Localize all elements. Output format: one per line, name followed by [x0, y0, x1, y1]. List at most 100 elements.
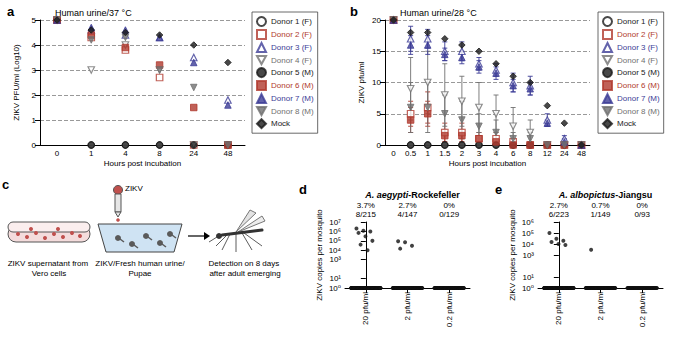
svg-text:Donor 1 (F): Donor 1 (F)	[617, 17, 658, 26]
svg-text:10⁴: 10⁴	[329, 246, 342, 255]
svg-text:Donor 5 (M): Donor 5 (M)	[617, 68, 660, 77]
svg-text:Vero cells: Vero cells	[32, 269, 67, 278]
svg-text:2: 2	[32, 91, 37, 100]
svg-text:12: 12	[543, 149, 552, 158]
svg-text:48: 48	[223, 149, 232, 158]
svg-text:1.5: 1.5	[439, 149, 451, 158]
svg-text:1: 1	[32, 116, 37, 125]
svg-text:10⁶: 10⁶	[522, 218, 534, 227]
svg-text:ZIKV/Fresh human urine/: ZIKV/Fresh human urine/	[95, 259, 185, 268]
svg-text:3: 3	[477, 149, 482, 158]
svg-text:after adult emerging: after adult emerging	[209, 269, 280, 278]
svg-text:0: 0	[377, 141, 382, 150]
svg-text:0: 0	[32, 141, 37, 150]
svg-text:ZIKV copies per mosquito: ZIKV copies per mosquito	[315, 209, 324, 301]
svg-text:2.7%: 2.7%	[550, 201, 568, 210]
svg-text:-Jiangsu: -Jiangsu	[615, 190, 652, 200]
svg-text:b: b	[350, 4, 358, 19]
svg-text:0/129: 0/129	[439, 210, 460, 219]
svg-text:0/93: 0/93	[634, 210, 650, 219]
svg-text:Donor 4 (F): Donor 4 (F)	[617, 56, 658, 65]
svg-text:a: a	[7, 4, 15, 19]
svg-text:3.7%: 3.7%	[357, 201, 375, 210]
svg-text:20 pfu/ml: 20 pfu/ml	[554, 292, 563, 325]
svg-text:A. aegypti: A. aegypti	[364, 190, 409, 200]
svg-text:Detection on 8 days: Detection on 8 days	[209, 259, 282, 268]
svg-text:Donor 8 (M): Donor 8 (M)	[617, 107, 660, 116]
svg-text:6: 6	[511, 149, 516, 158]
svg-text:ZIKV PFU/ml (Log10): ZIKV PFU/ml (Log10)	[12, 44, 21, 121]
svg-text:Donor 7 (M): Donor 7 (M)	[617, 94, 660, 103]
svg-text:ZIKV copies per mosquito: ZIKV copies per mosquito	[508, 209, 517, 301]
svg-text:3: 3	[32, 66, 37, 75]
svg-text:-Rockefeller: -Rockefeller	[408, 190, 460, 200]
svg-text:10⁵: 10⁵	[329, 236, 341, 245]
svg-text:Hours post incubation: Hours post incubation	[449, 159, 526, 168]
svg-text:A. albopictus: A. albopictus	[558, 190, 616, 200]
svg-text:e: e	[495, 182, 502, 197]
svg-text:10⁷: 10⁷	[329, 218, 341, 227]
svg-text:Donor 6 (M): Donor 6 (M)	[617, 81, 660, 90]
svg-text:Donor 3 (F): Donor 3 (F)	[271, 43, 312, 52]
svg-text:10¹: 10¹	[329, 274, 341, 283]
svg-text:4: 4	[494, 149, 499, 158]
svg-text:0: 0	[55, 149, 60, 158]
svg-text:8: 8	[528, 149, 533, 158]
svg-text:8: 8	[157, 149, 162, 158]
svg-text:0.2 pfu/ml: 0.2 pfu/ml	[638, 292, 647, 327]
svg-text:10⁰: 10⁰	[522, 284, 534, 293]
svg-text:Donor 7 (M): Donor 7 (M)	[271, 94, 314, 103]
svg-text:10³: 10³	[522, 251, 534, 260]
svg-text:48: 48	[577, 149, 586, 158]
svg-text:10⁵: 10⁵	[522, 229, 534, 238]
svg-text:2 pfu/ml: 2 pfu/ml	[596, 292, 605, 321]
svg-text:0.5: 0.5	[405, 149, 417, 158]
svg-text:Donor 5 (M): Donor 5 (M)	[271, 68, 314, 77]
svg-text:Human urine/28 °C: Human urine/28 °C	[400, 8, 477, 18]
svg-text:4/147: 4/147	[397, 210, 418, 219]
svg-text:1: 1	[89, 149, 94, 158]
svg-text:2: 2	[460, 149, 465, 158]
svg-text:10³: 10³	[329, 255, 341, 264]
svg-text:6/223: 6/223	[549, 210, 570, 219]
svg-text:24: 24	[560, 149, 569, 158]
svg-text:1: 1	[425, 149, 430, 158]
svg-text:1/149: 1/149	[590, 210, 611, 219]
svg-text:c: c	[2, 177, 9, 192]
svg-text:15: 15	[372, 47, 381, 56]
svg-text:0.7%: 0.7%	[591, 201, 609, 210]
svg-text:10⁶: 10⁶	[329, 227, 341, 236]
svg-text:ZIKV pfu/ml: ZIKV pfu/ml	[357, 61, 366, 103]
svg-text:Donor 2 (F): Donor 2 (F)	[271, 30, 312, 39]
svg-text:Mock: Mock	[617, 119, 637, 128]
svg-text:Human urine/37 °C: Human urine/37 °C	[55, 8, 132, 18]
svg-text:0%: 0%	[443, 201, 455, 210]
svg-text:Donor 8 (M): Donor 8 (M)	[271, 107, 314, 116]
svg-text:0: 0	[391, 149, 396, 158]
svg-text:2 pfu/ml: 2 pfu/ml	[403, 292, 412, 321]
svg-text:Donor 1 (F): Donor 1 (F)	[271, 17, 312, 26]
svg-text:0%: 0%	[636, 201, 648, 210]
svg-text:10⁴: 10⁴	[522, 240, 535, 249]
svg-text:24: 24	[189, 149, 198, 158]
svg-text:10: 10	[372, 78, 381, 87]
svg-text:0.2 pfu/ml: 0.2 pfu/ml	[445, 292, 454, 327]
svg-text:10¹: 10¹	[522, 273, 534, 282]
svg-text:10⁰: 10⁰	[329, 284, 341, 293]
svg-text:8/215: 8/215	[356, 210, 377, 219]
svg-text:d: d	[299, 182, 307, 197]
svg-text:20 pfu/ml: 20 pfu/ml	[361, 292, 370, 325]
svg-text:5: 5	[32, 16, 37, 25]
svg-text:2.7%: 2.7%	[398, 201, 416, 210]
svg-text:20: 20	[372, 16, 381, 25]
svg-text:Hours post incubation: Hours post incubation	[104, 159, 181, 168]
svg-text:Donor 4 (F): Donor 4 (F)	[271, 56, 312, 65]
svg-text:4: 4	[123, 149, 128, 158]
svg-text:ZIKV: ZIKV	[125, 184, 143, 193]
svg-text:Pupae: Pupae	[128, 269, 152, 278]
svg-text:5: 5	[377, 109, 382, 118]
svg-text:Mock: Mock	[271, 119, 291, 128]
svg-text:Donor 6 (M): Donor 6 (M)	[271, 81, 314, 90]
svg-text:Donor 2 (F): Donor 2 (F)	[617, 30, 658, 39]
svg-text:ZIKV supernatant from: ZIKV supernatant from	[8, 259, 91, 268]
